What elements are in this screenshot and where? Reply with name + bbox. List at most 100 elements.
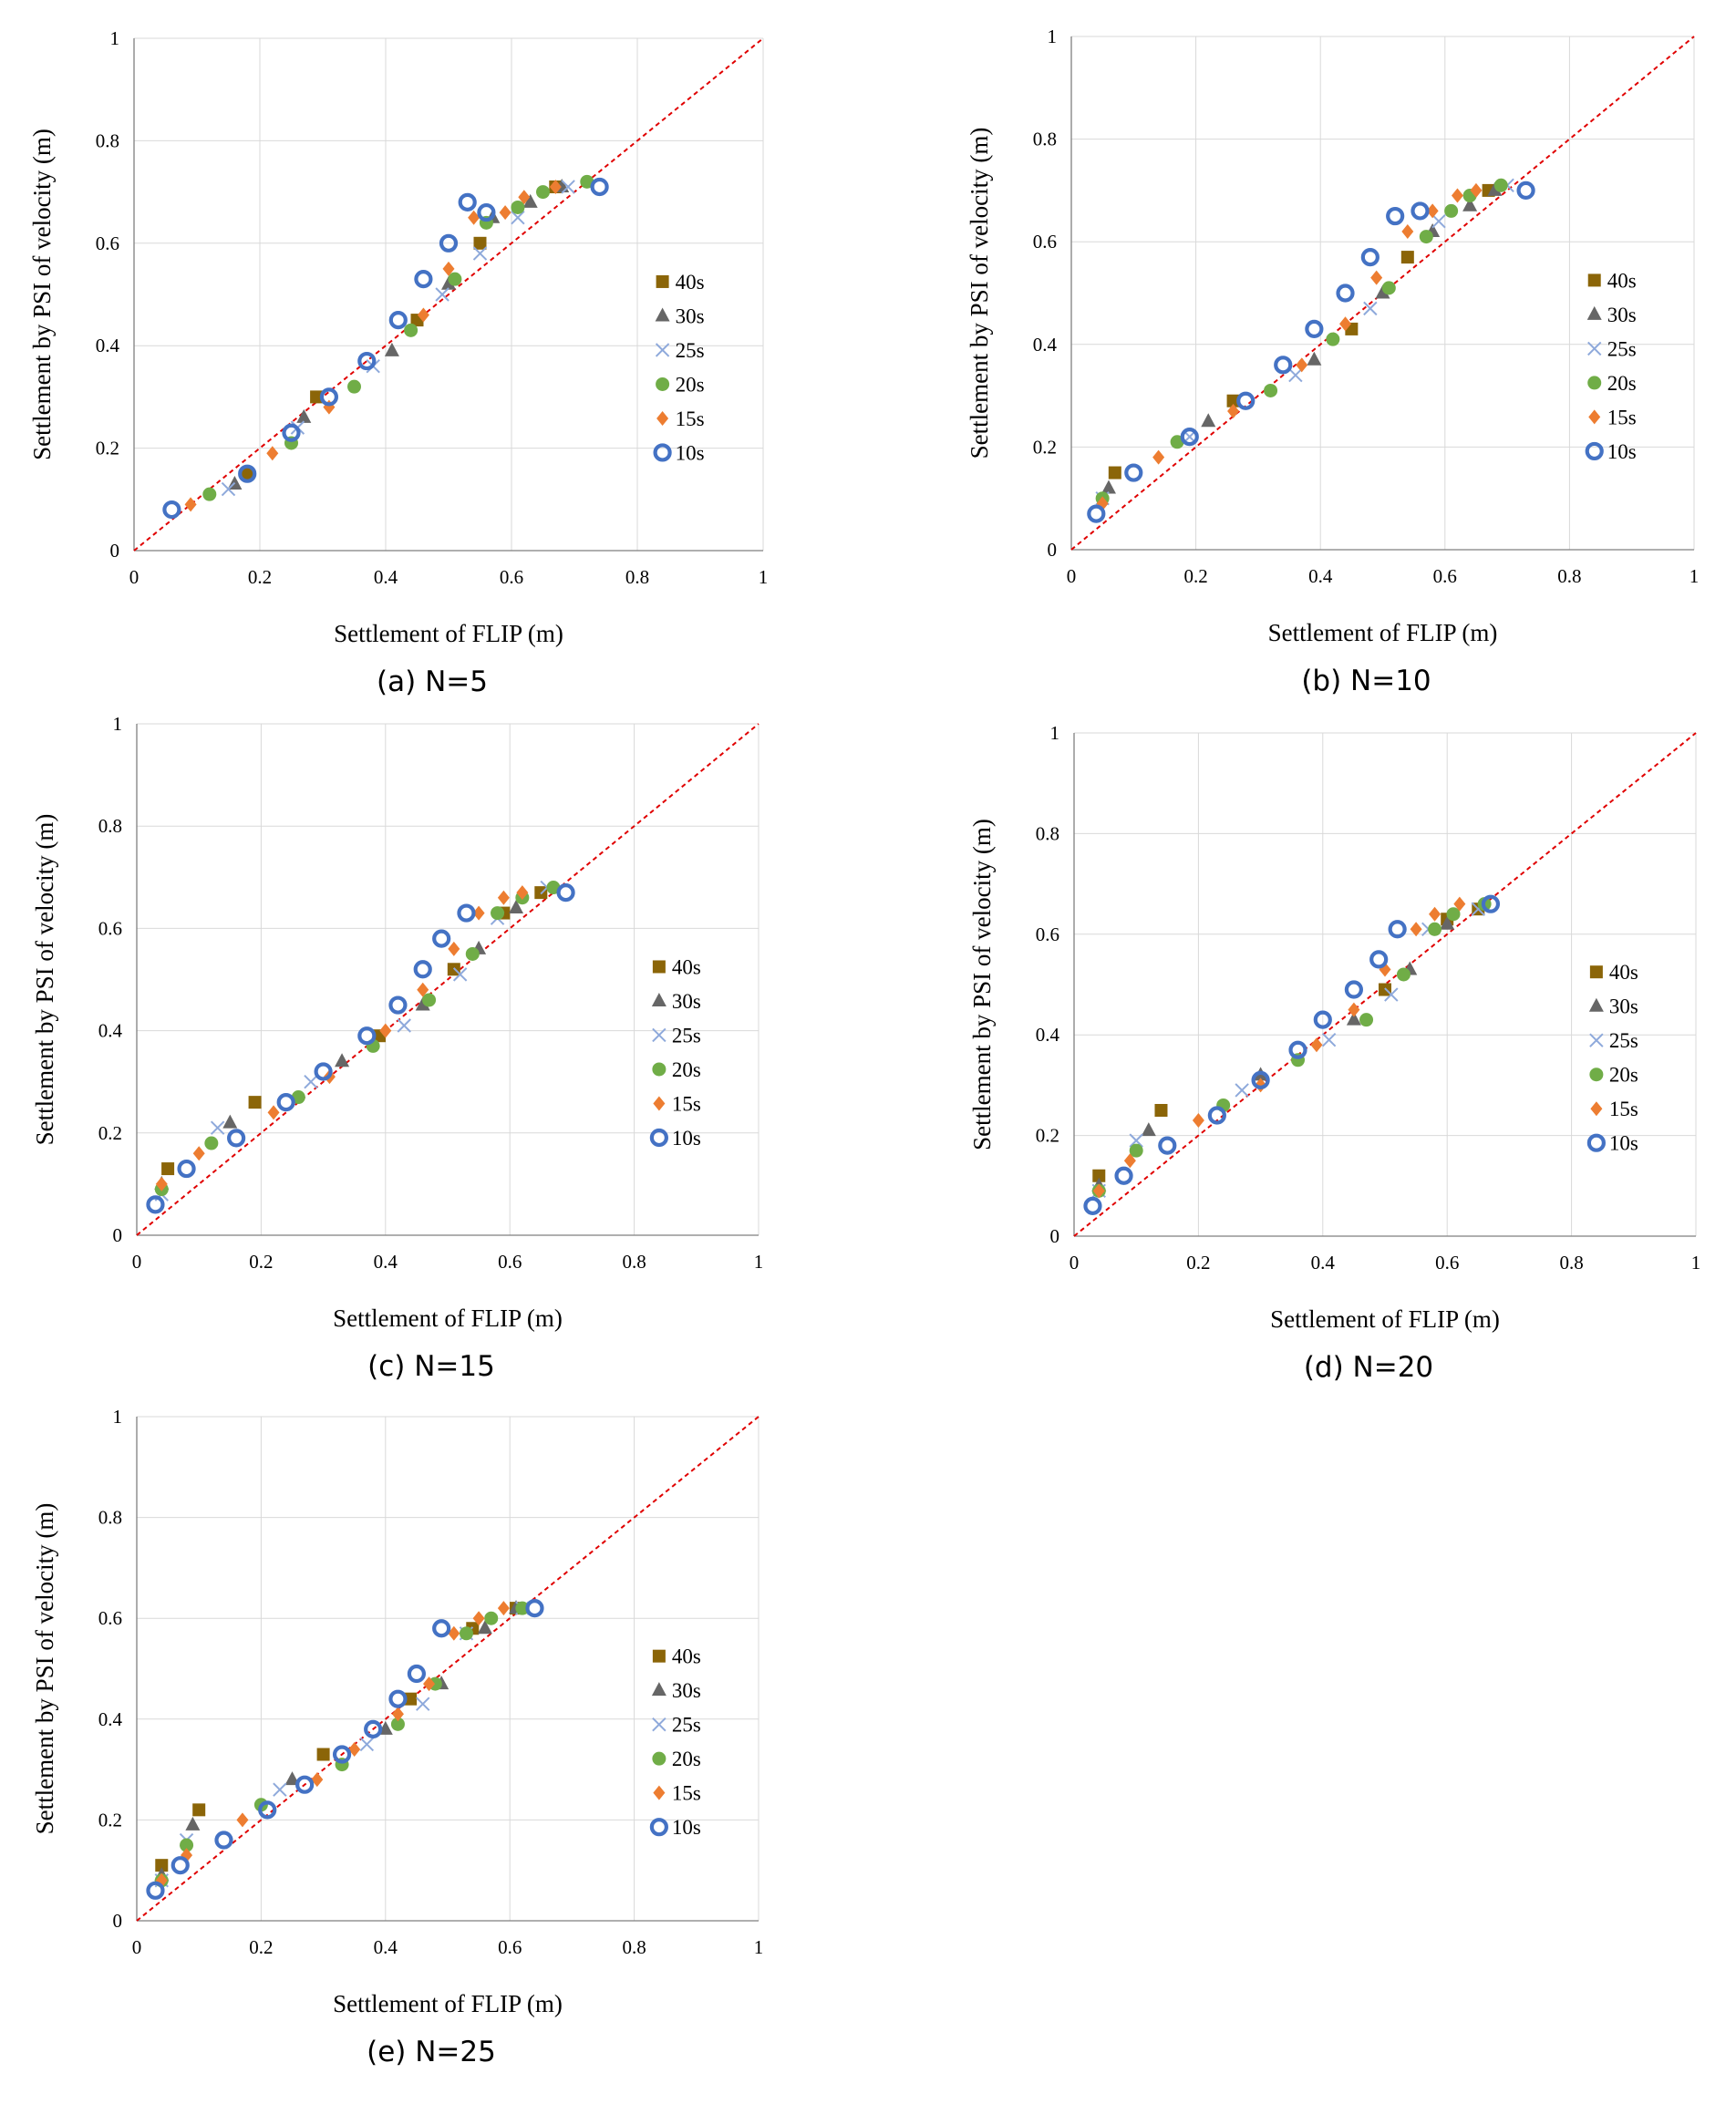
- data-point-10s: [525, 1599, 544, 1618]
- data-point-10s: [1344, 980, 1364, 999]
- legend-label-30s: 30s: [1609, 995, 1638, 1018]
- y-tick-label: 1: [113, 713, 123, 735]
- data-point-15s: [516, 885, 529, 901]
- data-point-30s: [1440, 915, 1455, 930]
- y-tick-label: 0.8: [98, 815, 122, 837]
- data-point-10s: [276, 1093, 295, 1112]
- data-point-10s: [170, 1856, 190, 1875]
- data-point-30s: [509, 899, 524, 913]
- data-point-40s: [316, 1748, 330, 1761]
- data-point-20s: [491, 906, 505, 921]
- chart-panel-2: 0 0.2 0.4 0.6 0.8 1 0 0.2 0.4 0.6 0.8 1 40s 30s 25s 20s…: [966, 26, 1699, 697]
- x-tick-label: 1: [754, 1936, 764, 1958]
- data-point-30s: [1100, 480, 1116, 494]
- data-point-15s: [1192, 1113, 1204, 1129]
- data-point-15s: [391, 1707, 404, 1722]
- y-tick-label: 0: [1050, 1225, 1060, 1247]
- data-point-20s: [580, 174, 594, 189]
- data-point-40s: [1108, 466, 1121, 480]
- legend-label-15s: 15s: [672, 1092, 701, 1115]
- legend-marker-20s: [1587, 376, 1602, 390]
- data-point-15s: [448, 1625, 460, 1641]
- legend-label-15s: 15s: [1607, 406, 1637, 428]
- data-point-25s: [210, 1120, 225, 1135]
- data-point-30s: [185, 1816, 201, 1831]
- x-tick-label: 1: [754, 1251, 764, 1273]
- data-point-10s: [388, 995, 408, 1015]
- legend-marker-25s: [652, 1027, 666, 1043]
- data-point-30s: [415, 996, 430, 1011]
- panel-caption: (d) N=20: [1304, 1351, 1433, 1384]
- data-point-25s: [416, 1697, 430, 1711]
- legend-label-20s: 20s: [1609, 1064, 1638, 1087]
- data-point-10s: [364, 1719, 383, 1738]
- data-point-10s: [146, 1195, 165, 1214]
- data-point-10s: [1083, 1196, 1102, 1215]
- data-point-30s: [296, 408, 312, 423]
- legend-marker-20s: [652, 1751, 666, 1766]
- panel-caption: (c) N=15: [367, 1350, 495, 1383]
- y-tick-label: 0.4: [1036, 1024, 1060, 1046]
- data-point-15s: [549, 179, 562, 194]
- data-point-15s: [267, 1105, 280, 1120]
- data-point-20s: [484, 1611, 499, 1625]
- y-axis-label: Settlement by PSI of velocity (m): [31, 814, 58, 1146]
- y-tick-label: 0: [113, 1910, 123, 1932]
- legend-marker-15s: [656, 410, 669, 426]
- legend-marker-10s: [649, 1128, 668, 1148]
- x-tick-label: 0.4: [374, 566, 398, 588]
- legend-label-40s: 40s: [1609, 961, 1638, 984]
- data-point-40s: [1226, 394, 1240, 407]
- data-point-10s: [1114, 1166, 1133, 1185]
- y-tick-label: 0.8: [1036, 822, 1059, 844]
- x-tick-label: 0.6: [498, 1251, 522, 1273]
- data-point-10s: [432, 1619, 451, 1638]
- data-point-15s: [184, 497, 197, 512]
- data-point-25s: [472, 246, 488, 261]
- legend-label-20s: 20s: [676, 373, 705, 396]
- data-point-30s: [1141, 1122, 1156, 1137]
- legend-marker-40s: [1587, 273, 1601, 287]
- data-point-10s: [1386, 206, 1405, 226]
- data-point-15s: [1410, 922, 1422, 937]
- legend-marker-30s: [1588, 997, 1604, 1012]
- legend-marker-10s: [653, 443, 672, 462]
- y-axis-label: Settlement by PSI of velocity (m): [968, 819, 996, 1150]
- data-point-10s: [432, 929, 451, 948]
- data-point-10s: [1388, 920, 1407, 939]
- y-axis-label: Settlement by PSI of velocity (m): [966, 128, 993, 459]
- x-tick-label: 0.8: [1559, 1252, 1583, 1274]
- y-tick-label: 0.2: [98, 1809, 122, 1831]
- legend-label-25s: 25s: [1607, 337, 1637, 360]
- data-point-10s: [1180, 428, 1199, 447]
- legend-marker-20s: [1589, 1067, 1604, 1082]
- data-point-30s: [441, 275, 456, 290]
- x-tick-label: 0.6: [1435, 1252, 1459, 1274]
- y-tick-label: 0.2: [1033, 436, 1057, 458]
- data-point-25s: [435, 287, 450, 302]
- legend-label-30s: 30s: [672, 1679, 701, 1702]
- data-point-10s: [556, 883, 575, 902]
- data-point-10s: [332, 1745, 352, 1764]
- data-point-15s: [1401, 223, 1414, 239]
- data-point-20s: [1381, 281, 1396, 295]
- x-axis-label: Settlement of FLIP (m): [333, 1305, 563, 1332]
- x-tick-label: 0.8: [622, 1251, 646, 1273]
- data-point-10s: [590, 177, 609, 197]
- panel-caption: (b) N=10: [1301, 665, 1431, 697]
- y-axis-label: Settlement by PSI of velocity (m): [31, 1503, 58, 1835]
- data-point-20s: [390, 1717, 405, 1731]
- data-point-10s: [1288, 1040, 1307, 1059]
- legend-label-10s: 10s: [672, 1816, 701, 1839]
- y-tick-label: 0.2: [96, 438, 119, 459]
- data-point-40s: [1154, 1104, 1168, 1117]
- data-point-25s: [1431, 213, 1446, 229]
- legend-marker-30s: [651, 1682, 666, 1697]
- data-point-10s: [214, 1831, 233, 1850]
- data-point-20s: [1419, 230, 1433, 244]
- y-tick-label: 1: [1048, 26, 1058, 47]
- legend-label-25s: 25s: [676, 339, 705, 362]
- data-point-15s: [417, 982, 429, 997]
- data-point-40s: [310, 390, 324, 404]
- x-tick-label: 0: [1067, 565, 1077, 587]
